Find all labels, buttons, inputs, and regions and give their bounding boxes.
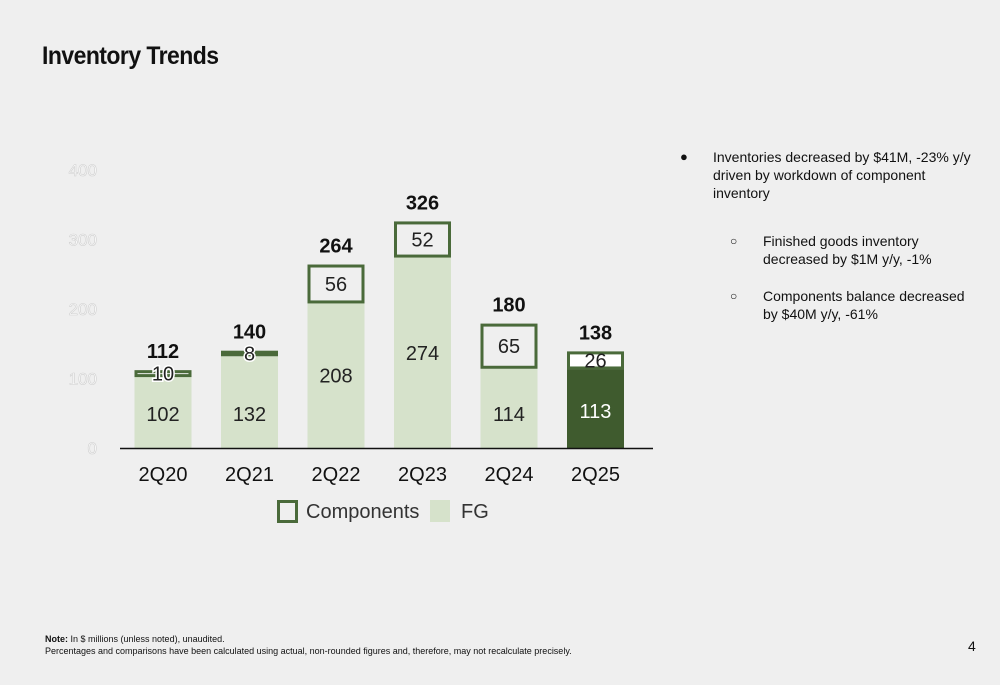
fg-bar (567, 369, 624, 448)
bullet-sub: ○ Components balance decreased by $40M y… (680, 287, 980, 323)
note-label: Note: (45, 634, 68, 644)
fg-value-label: 208 (319, 366, 352, 388)
components-value-label: 8 (244, 343, 255, 365)
y-tick-label: 400 (69, 161, 97, 180)
fg-bar (134, 377, 192, 448)
fg-bar (480, 368, 538, 448)
components-bar (480, 323, 538, 369)
legend-components-label: Components (306, 501, 419, 523)
fg-value-label: 102 (146, 404, 179, 426)
footnote: Note: In $ millions (unless noted), unau… (45, 633, 572, 657)
bullet-main: ● Inventories decreased by $41M, -23% y/… (680, 148, 980, 202)
x-tick-label: 2Q23 (398, 464, 447, 486)
bullet-dot-icon: ● (680, 149, 688, 164)
y-tick-label: 0 (88, 439, 97, 458)
total-value-label: 138 (579, 322, 612, 344)
fg-bar (394, 257, 451, 448)
components-value-label: 10 (152, 364, 174, 386)
fg-value-label: 274 (406, 343, 439, 365)
y-tick-label: 300 (69, 231, 97, 250)
components-value-label: 52 (411, 230, 433, 252)
total-value-label: 180 (492, 295, 525, 317)
fg-bar (307, 303, 365, 448)
legend-fg-swatch (430, 500, 450, 522)
bullet-sub-text: Components balance decreased by $40M y/y… (763, 288, 965, 322)
x-tick-label: 2Q22 (312, 464, 361, 486)
page-number: 4 (968, 638, 976, 654)
total-value-label: 112 (147, 341, 179, 363)
bullet-sub: ○ Finished goods inventory decreased by … (680, 232, 980, 268)
components-bar (221, 350, 278, 357)
total-value-label: 264 (319, 236, 353, 258)
components-bar (307, 264, 365, 304)
commentary: ● Inventories decreased by $41M, -23% y/… (680, 148, 980, 342)
legend-fg-label: FG (461, 501, 489, 523)
fg-bar (221, 356, 278, 448)
components-value-label: 56 (325, 274, 347, 296)
page-title: Inventory Trends (42, 42, 219, 70)
bullet-circle-icon: ○ (730, 234, 738, 248)
bullet-sub-text: Finished goods inventory decreased by $1… (763, 233, 932, 267)
note-line-1: In $ millions (unless noted), unaudited. (70, 634, 225, 644)
components-bar (567, 351, 624, 370)
legend-components-swatch (277, 500, 298, 523)
total-value-label: 140 (233, 322, 266, 344)
y-tick-label: 200 (69, 300, 97, 319)
total-value-label: 326 (406, 192, 439, 214)
x-tick-label: 2Q21 (225, 464, 274, 486)
fg-value-label: 113 (580, 401, 612, 423)
bullet-circle-icon: ○ (730, 289, 738, 303)
components-bar (134, 370, 192, 378)
x-tick-label: 2Q25 (571, 464, 620, 486)
components-bar (394, 221, 451, 258)
bullet-main-text: Inventories decreased by $41M, -23% y/y … (713, 149, 971, 201)
fg-value-label: 114 (493, 404, 525, 426)
fg-value-label: 132 (233, 404, 266, 426)
x-tick-label: 2Q20 (139, 464, 188, 486)
components-value-label: 26 (584, 350, 606, 372)
x-tick-label: 2Q24 (485, 464, 534, 486)
y-tick-label: 100 (69, 370, 97, 389)
components-value-label: 65 (498, 336, 520, 358)
note-line-2: Percentages and comparisons have been ca… (45, 646, 572, 656)
